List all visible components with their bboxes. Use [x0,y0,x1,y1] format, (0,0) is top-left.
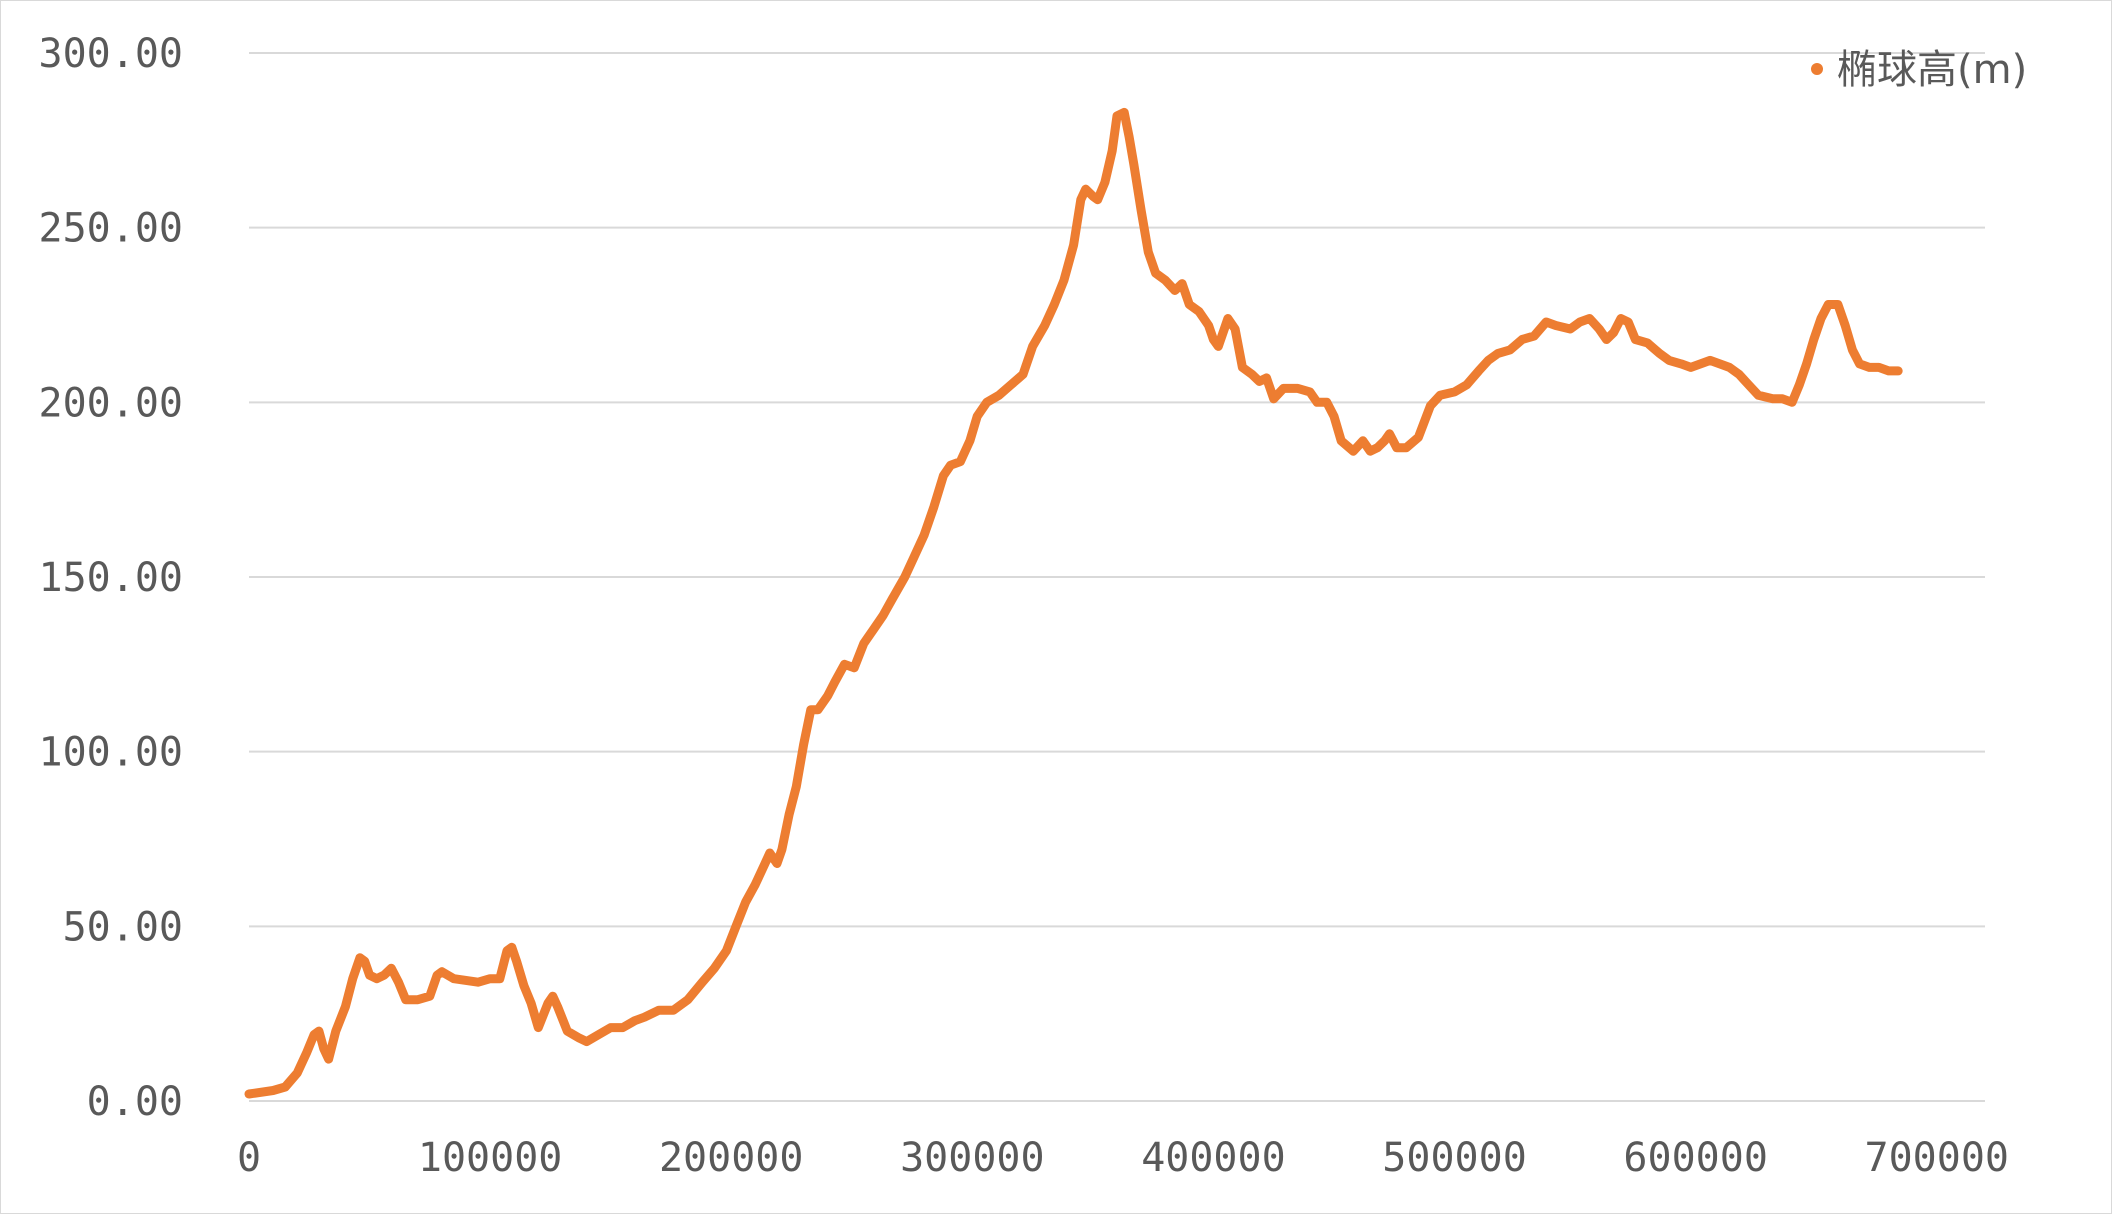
x-tick-label: 0 [237,1135,261,1181]
series-line [244,107,1903,1099]
y-tick-label: 200.00 [39,380,184,426]
y-tick-label: 100.00 [39,730,184,776]
legend: 椭球高(m) [1811,47,2027,93]
x-tick-label: 500000 [1382,1135,1527,1181]
x-tick-label: 200000 [659,1135,804,1181]
legend-marker [1811,63,1823,75]
y-tick-label: 300.00 [39,31,184,77]
y-tick-label: 50.00 [63,904,183,950]
series-layer [244,107,1903,1099]
y-tick-label: 150.00 [39,555,184,601]
y-tick-label: 0.00 [87,1079,183,1125]
x-axis-ticks: 0 100000 200000 300000 400000 500000 600000 700… [237,1135,2009,1181]
x-tick-label: 600000 [1623,1135,1768,1181]
x-tick-label: 100000 [418,1135,563,1181]
x-tick-label: 300000 [900,1135,1045,1181]
gridlines [249,52,1985,1102]
y-tick-label: 250.00 [39,206,184,252]
y-axis-ticks: 0.00 50.00 100.00 150.00 200.00 250.00 300.00 [39,31,184,1125]
x-tick-label: 400000 [1141,1135,1286,1181]
x-tick-label: 700000 [1865,1135,2010,1181]
legend-label: 椭球高(m) [1837,47,2027,93]
